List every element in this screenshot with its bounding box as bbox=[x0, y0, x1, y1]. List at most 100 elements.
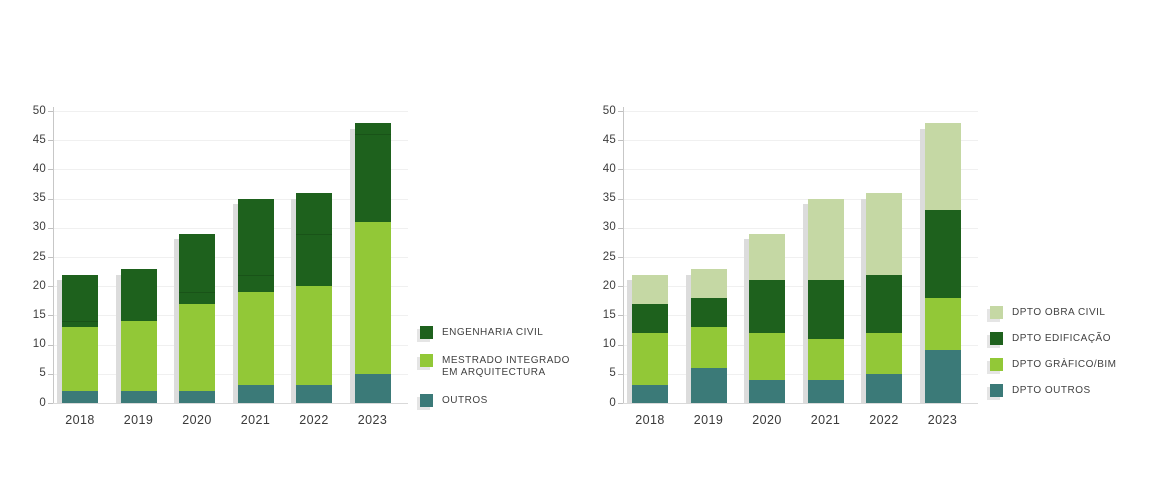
legend-item: DPTO EDIFICAÇÃO bbox=[990, 332, 1117, 345]
y-tick-mark bbox=[48, 111, 53, 112]
right-stacked-bar-chart: 0 5 10 15 20 25 30 35 40 45 50 2018 2019 2020 2021 2022… bbox=[588, 105, 1018, 445]
gridline bbox=[53, 373, 408, 375]
y-axis-label: 45 bbox=[602, 133, 616, 146]
bar-segment-engenharia-civil bbox=[179, 233, 215, 304]
bar-segment-dpto-edifica-o bbox=[632, 303, 668, 333]
x-axis-label: 2023 bbox=[357, 413, 388, 427]
y-axis-line bbox=[623, 107, 624, 403]
bar-segment-dpto-obra-civil bbox=[866, 192, 902, 275]
legend-color-swatch bbox=[990, 358, 1003, 371]
segment-divider bbox=[296, 233, 332, 235]
y-tick-mark bbox=[618, 286, 623, 288]
bar-segment-dpto-gr-fico-bim bbox=[866, 332, 902, 374]
bar-segment-dpto-edifica-o bbox=[690, 297, 727, 328]
y-axis-label: 25 bbox=[602, 250, 616, 263]
y-tick-mark bbox=[48, 373, 53, 375]
gridline bbox=[623, 169, 978, 171]
y-tick-mark bbox=[48, 315, 53, 317]
legend-color-swatch bbox=[420, 354, 433, 367]
gridline bbox=[623, 286, 978, 288]
segment-divider bbox=[62, 321, 98, 323]
y-tick-mark bbox=[48, 257, 53, 258]
legend-label: DPTO OBRA CIVIL bbox=[1012, 307, 1106, 318]
y-axis-label: 25 bbox=[32, 250, 46, 263]
gridline bbox=[623, 315, 978, 317]
legend-item: DPTO OUTROS bbox=[990, 384, 1117, 397]
bar-segment-outros bbox=[179, 391, 215, 403]
bar-segment-dpto-obra-civil bbox=[749, 233, 785, 281]
bar-segment-dpto-outros bbox=[632, 385, 668, 403]
bar-segment-outros bbox=[296, 385, 332, 403]
y-axis-label: 5 bbox=[609, 367, 616, 380]
bar-segment-dpto-outros bbox=[690, 367, 727, 403]
gridline bbox=[53, 344, 408, 346]
legend-label: DPTO EDIFICAÇÃO bbox=[1012, 333, 1111, 344]
gridline bbox=[623, 344, 978, 346]
y-axis-label: 45 bbox=[32, 133, 46, 146]
x-axis-baseline bbox=[623, 403, 978, 404]
bar-segment-dpto-gr-fico-bim bbox=[749, 332, 785, 380]
legend-item: ENGENHARIA CIVIL bbox=[420, 326, 572, 339]
bar-segment-engenharia-civil bbox=[120, 268, 157, 322]
x-axis-label: 2021 bbox=[240, 413, 271, 427]
right-chart-legend: DPTO OBRA CIVIL DPTO EDIFICAÇÃO DPTO GRÀFI… bbox=[990, 306, 1117, 410]
y-axis-label: 10 bbox=[32, 338, 46, 351]
bar-segment-engenharia-civil bbox=[237, 198, 274, 293]
legend-label: ENGENHARIA CIVIL bbox=[442, 327, 544, 338]
y-axis-label: 40 bbox=[32, 162, 46, 175]
gridline bbox=[623, 227, 978, 229]
bar-segment-dpto-obra-civil bbox=[807, 198, 844, 281]
bar-segment-mestrado-integrado-em-arquitectura bbox=[354, 221, 391, 374]
legend-color-swatch bbox=[990, 384, 1003, 397]
y-tick-mark bbox=[618, 315, 623, 317]
bar-segment-dpto-gr-fico-bim bbox=[632, 332, 668, 386]
bar-segment-dpto-outros bbox=[866, 373, 902, 403]
bar-segment-dpto-outros bbox=[807, 379, 844, 403]
y-axis-label: 35 bbox=[32, 192, 46, 205]
y-axis-label: 50 bbox=[602, 104, 616, 117]
x-axis-label: 2018 bbox=[65, 413, 95, 427]
y-tick-mark bbox=[48, 403, 53, 404]
bar-segment-dpto-gr-fico-bim bbox=[924, 297, 961, 351]
y-axis-label: 10 bbox=[602, 338, 616, 351]
bar-segment-mestrado-integrado-em-arquitectura bbox=[179, 303, 215, 392]
y-axis-label: 15 bbox=[602, 308, 616, 321]
gridline bbox=[623, 198, 978, 200]
legend-label: DPTO OUTROS bbox=[1012, 385, 1091, 396]
bar-segment-engenharia-civil bbox=[354, 122, 391, 222]
y-tick-mark bbox=[618, 111, 623, 112]
bar-segment-dpto-obra-civil bbox=[690, 268, 727, 298]
gridline bbox=[623, 373, 978, 375]
legend-label: DPTO GRÀFICO/BIM bbox=[1012, 359, 1117, 370]
bar-segment-dpto-gr-fico-bim bbox=[807, 338, 844, 380]
bar-segment-dpto-edifica-o bbox=[866, 274, 902, 333]
x-axis-label: 2019 bbox=[123, 413, 154, 427]
gridline bbox=[623, 257, 978, 258]
y-tick-mark bbox=[618, 373, 623, 375]
bar-segment-outros bbox=[62, 391, 98, 403]
gridline bbox=[53, 286, 408, 288]
bar-segment-engenharia-civil bbox=[296, 192, 332, 287]
y-axis-label: 15 bbox=[32, 308, 46, 321]
y-tick-mark bbox=[48, 198, 53, 200]
bar-segment-mestrado-integrado-em-arquitectura bbox=[296, 286, 332, 386]
bar-segment-dpto-obra-civil bbox=[924, 122, 961, 211]
left-stacked-bar-chart: 0 5 10 15 20 25 30 35 40 45 50 2018 2019 2020 2021 2022… bbox=[18, 105, 448, 445]
y-tick-mark bbox=[48, 344, 53, 346]
gridline bbox=[53, 257, 408, 258]
x-axis-label: 2022 bbox=[869, 413, 899, 427]
legend-label: OUTROS bbox=[442, 395, 488, 406]
gridline bbox=[623, 111, 978, 112]
bar-segment-dpto-outros bbox=[749, 379, 785, 403]
y-tick-mark bbox=[48, 169, 53, 171]
segment-divider bbox=[237, 274, 274, 276]
segment-divider bbox=[179, 292, 215, 294]
y-axis-label: 5 bbox=[39, 367, 46, 380]
bar-segment-mestrado-integrado-em-arquitectura bbox=[237, 292, 274, 386]
x-axis-label: 2021 bbox=[810, 413, 841, 427]
legend-color-swatch bbox=[420, 326, 433, 339]
legend-label: MESTRADO INTEGRADO EM ARQUITECTURA bbox=[442, 355, 570, 378]
y-axis-label: 0 bbox=[39, 396, 46, 409]
y-tick-mark bbox=[48, 286, 53, 288]
